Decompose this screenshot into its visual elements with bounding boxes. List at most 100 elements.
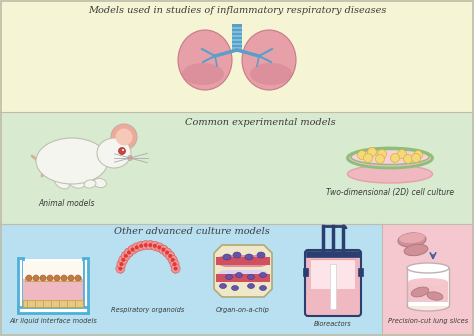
Bar bbox=[23, 279, 83, 307]
Ellipse shape bbox=[427, 292, 443, 300]
Circle shape bbox=[166, 251, 175, 260]
Ellipse shape bbox=[166, 252, 174, 260]
FancyBboxPatch shape bbox=[305, 250, 361, 316]
Circle shape bbox=[403, 155, 412, 164]
Ellipse shape bbox=[249, 255, 269, 267]
Bar bbox=[216, 257, 270, 265]
Circle shape bbox=[137, 241, 146, 250]
Text: Organ-on-a-chip: Organ-on-a-chip bbox=[216, 307, 270, 313]
Ellipse shape bbox=[128, 246, 137, 253]
Ellipse shape bbox=[259, 286, 266, 291]
Circle shape bbox=[116, 264, 125, 273]
Ellipse shape bbox=[236, 272, 243, 278]
Circle shape bbox=[364, 154, 373, 163]
Circle shape bbox=[116, 128, 133, 145]
Text: Common experimental models: Common experimental models bbox=[185, 118, 335, 127]
Circle shape bbox=[150, 241, 159, 250]
Ellipse shape bbox=[178, 30, 232, 90]
Bar bbox=[382, 224, 474, 336]
Text: Animal models: Animal models bbox=[39, 199, 95, 208]
Ellipse shape bbox=[247, 284, 255, 289]
Circle shape bbox=[127, 250, 131, 254]
Ellipse shape bbox=[242, 30, 296, 90]
Circle shape bbox=[131, 248, 135, 252]
Bar bbox=[227, 270, 259, 282]
Ellipse shape bbox=[61, 275, 67, 281]
Circle shape bbox=[128, 156, 133, 161]
Bar bbox=[358, 268, 363, 276]
Ellipse shape bbox=[40, 275, 46, 281]
Ellipse shape bbox=[245, 254, 253, 260]
Circle shape bbox=[148, 243, 152, 247]
Circle shape bbox=[398, 150, 407, 159]
Circle shape bbox=[128, 245, 137, 254]
Circle shape bbox=[170, 260, 179, 268]
Bar bbox=[0, 0, 474, 112]
Circle shape bbox=[119, 255, 128, 264]
Circle shape bbox=[413, 151, 422, 160]
Bar bbox=[408, 282, 448, 302]
Ellipse shape bbox=[250, 63, 292, 85]
Bar bbox=[311, 259, 355, 289]
Bar bbox=[303, 268, 308, 276]
Circle shape bbox=[121, 251, 130, 260]
Circle shape bbox=[168, 255, 177, 264]
Ellipse shape bbox=[404, 244, 428, 256]
Bar bbox=[0, 224, 382, 336]
Bar bbox=[232, 43, 242, 45]
Bar bbox=[306, 251, 360, 257]
Circle shape bbox=[377, 150, 386, 159]
Text: Other advanced culture models: Other advanced culture models bbox=[114, 227, 270, 236]
Ellipse shape bbox=[122, 252, 129, 260]
Bar bbox=[330, 264, 336, 309]
Circle shape bbox=[375, 155, 384, 164]
Bar bbox=[0, 112, 474, 224]
Circle shape bbox=[163, 248, 172, 257]
Circle shape bbox=[155, 243, 164, 252]
Ellipse shape bbox=[120, 256, 127, 264]
Circle shape bbox=[159, 245, 168, 254]
Ellipse shape bbox=[407, 263, 449, 273]
Ellipse shape bbox=[398, 233, 426, 247]
Text: Two-dimensional (2D) cell culture: Two-dimensional (2D) cell culture bbox=[326, 188, 454, 197]
Ellipse shape bbox=[137, 243, 146, 249]
Ellipse shape bbox=[182, 63, 224, 85]
Ellipse shape bbox=[217, 270, 237, 282]
Ellipse shape bbox=[231, 286, 238, 291]
Circle shape bbox=[118, 148, 126, 155]
Ellipse shape bbox=[257, 252, 265, 258]
Ellipse shape bbox=[26, 275, 32, 281]
Ellipse shape bbox=[125, 249, 133, 256]
Circle shape bbox=[168, 254, 172, 258]
Bar bbox=[18, 307, 88, 313]
Bar bbox=[18, 258, 23, 313]
Circle shape bbox=[144, 243, 148, 247]
Circle shape bbox=[153, 244, 157, 248]
Circle shape bbox=[171, 258, 175, 262]
Text: Bioreactors: Bioreactors bbox=[314, 321, 352, 327]
Ellipse shape bbox=[146, 242, 155, 248]
Bar bbox=[227, 255, 259, 267]
Circle shape bbox=[165, 250, 169, 254]
Bar bbox=[407, 268, 449, 306]
Bar bbox=[216, 274, 270, 282]
Bar bbox=[232, 31, 242, 33]
Ellipse shape bbox=[259, 272, 266, 278]
Circle shape bbox=[118, 267, 122, 270]
Ellipse shape bbox=[68, 275, 74, 281]
Ellipse shape bbox=[47, 275, 53, 281]
Bar bbox=[232, 39, 242, 41]
Circle shape bbox=[111, 124, 137, 150]
Ellipse shape bbox=[36, 138, 108, 184]
Ellipse shape bbox=[219, 284, 227, 289]
Circle shape bbox=[122, 149, 124, 151]
Ellipse shape bbox=[84, 180, 96, 188]
Ellipse shape bbox=[226, 275, 233, 280]
Ellipse shape bbox=[117, 264, 123, 273]
Ellipse shape bbox=[159, 246, 167, 253]
Ellipse shape bbox=[411, 287, 429, 297]
Ellipse shape bbox=[69, 178, 85, 188]
PathPatch shape bbox=[214, 245, 272, 297]
Bar bbox=[25, 277, 81, 281]
Bar bbox=[23, 261, 83, 279]
